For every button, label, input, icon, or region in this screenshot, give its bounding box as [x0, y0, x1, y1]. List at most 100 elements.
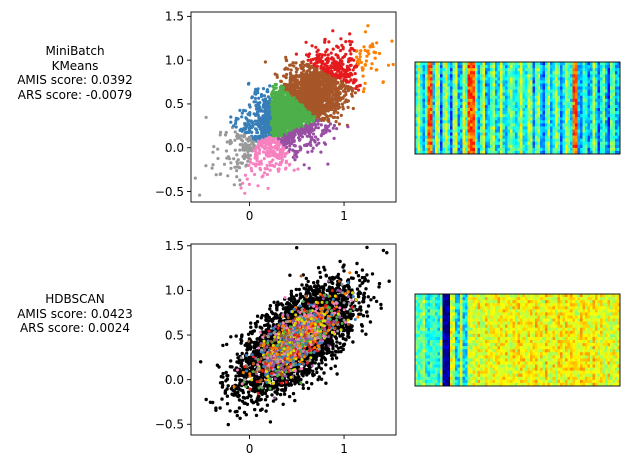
data-point — [248, 148, 252, 152]
data-point — [327, 70, 331, 74]
data-point — [320, 53, 324, 57]
data-point — [272, 100, 276, 105]
noise-point — [335, 340, 339, 344]
data-point — [263, 127, 268, 132]
data-point — [286, 92, 291, 96]
data-point — [319, 102, 323, 106]
data-point — [294, 153, 298, 157]
data-point — [318, 76, 322, 80]
label-line: AMIS score: 0.0392 — [17, 73, 133, 87]
data-point — [339, 65, 343, 69]
data-point — [317, 93, 321, 97]
noise-point — [354, 270, 359, 275]
data-point — [346, 66, 350, 70]
data-point — [264, 117, 268, 121]
data-point — [288, 72, 293, 76]
data-point — [283, 133, 287, 137]
data-point — [266, 90, 270, 94]
data-point — [238, 183, 242, 187]
data-point — [272, 164, 277, 168]
data-point — [292, 117, 296, 121]
label-line: MiniBatch — [45, 44, 105, 58]
data-point — [339, 113, 343, 117]
data-point — [274, 136, 278, 140]
data-point — [284, 141, 288, 145]
data-point — [315, 143, 319, 147]
data-point — [336, 69, 340, 73]
data-point — [292, 96, 296, 100]
data-point — [356, 84, 360, 88]
data-point — [223, 133, 228, 137]
data-point — [307, 142, 311, 146]
data-point — [292, 132, 296, 136]
noise-point — [265, 403, 270, 407]
data-point — [289, 132, 294, 136]
data-point — [248, 105, 252, 109]
data-point — [293, 144, 297, 148]
data-point — [281, 116, 285, 120]
data-point — [235, 153, 239, 157]
data-point — [250, 126, 254, 130]
row-label-hdbscan: HDBSCAN AMIS score: 0.0423 ARS score: 0.… — [0, 292, 150, 336]
data-point — [373, 56, 377, 60]
data-point — [305, 134, 309, 138]
data-point — [299, 117, 303, 121]
data-point — [304, 84, 308, 88]
data-point — [309, 138, 313, 142]
data-point — [280, 129, 284, 133]
data-point — [235, 169, 239, 173]
data-point — [258, 116, 262, 120]
noise-point — [262, 323, 267, 328]
data-point — [312, 66, 316, 70]
data-point — [341, 45, 345, 50]
data-point — [292, 168, 296, 172]
data-point — [242, 126, 246, 130]
data-point — [243, 173, 248, 177]
data-point — [218, 172, 222, 176]
data-point — [253, 137, 257, 142]
data-point — [344, 40, 348, 44]
data-point — [314, 105, 318, 110]
data-point — [318, 87, 322, 91]
data-point — [297, 96, 301, 100]
data-point — [235, 162, 240, 166]
data-point — [291, 85, 295, 89]
data-point — [296, 122, 300, 126]
noise-point — [287, 394, 292, 399]
data-point — [390, 39, 394, 43]
x-tick-label: 0 — [246, 209, 254, 223]
data-point — [354, 55, 359, 59]
data-point — [326, 117, 331, 121]
data-point — [342, 94, 346, 98]
data-point — [261, 150, 266, 154]
data-point — [343, 89, 347, 93]
data-point — [362, 45, 366, 49]
data-point — [232, 183, 236, 187]
data-point — [254, 100, 258, 104]
noise-point — [341, 265, 345, 269]
data-point — [333, 106, 337, 110]
data-point — [253, 96, 257, 100]
data-point — [328, 114, 332, 118]
data-point — [362, 87, 366, 91]
data-point — [334, 103, 338, 107]
data-point — [279, 79, 283, 83]
data-point — [302, 80, 306, 84]
data-point — [276, 109, 280, 113]
data-point — [319, 123, 323, 127]
data-point — [284, 161, 288, 165]
data-point — [285, 145, 289, 149]
data-point — [238, 148, 242, 152]
data-point — [317, 107, 321, 111]
noise-point — [272, 300, 276, 304]
data-point — [328, 122, 332, 126]
data-point — [346, 125, 350, 129]
noise-point — [234, 377, 238, 382]
data-point — [311, 132, 315, 136]
noise-point — [330, 357, 334, 361]
noise-point — [338, 259, 342, 264]
data-point — [278, 162, 283, 167]
data-point — [320, 62, 324, 66]
data-point — [285, 151, 290, 155]
data-point — [309, 107, 313, 111]
